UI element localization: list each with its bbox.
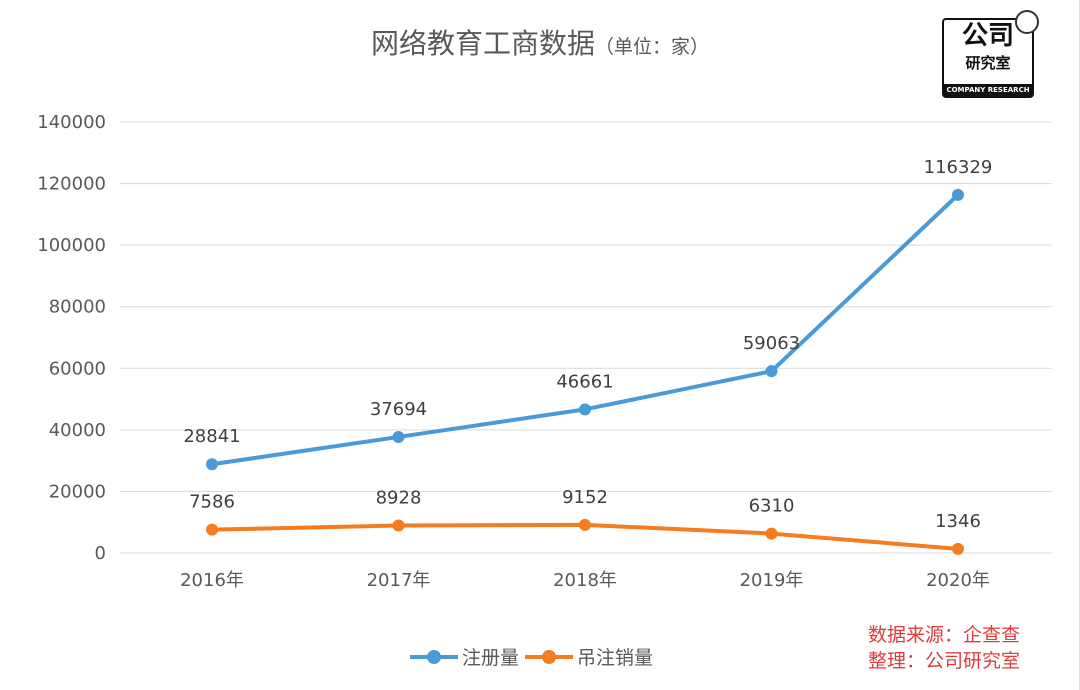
y-tick-label: 20000	[49, 481, 106, 502]
chart-title: 网络教育工商数据（单位：家）	[370, 27, 710, 60]
data-label: 1346	[935, 511, 981, 532]
data-point	[579, 403, 591, 416]
data-label: 46661	[556, 371, 613, 392]
data-label: 116329	[924, 157, 993, 178]
x-tick-label: 2020年	[926, 570, 990, 591]
data-point	[206, 523, 218, 536]
data-label: 28841	[183, 426, 240, 447]
y-tick-label: 40000	[49, 420, 106, 441]
data-point	[206, 458, 218, 471]
y-tick-label: 80000	[49, 297, 106, 318]
data-label: 59063	[743, 333, 800, 354]
data-point	[392, 519, 405, 532]
y-tick-label: 140000	[37, 112, 106, 133]
data-point	[579, 518, 591, 531]
data-point	[765, 527, 778, 540]
y-tick-label: 120000	[37, 174, 106, 195]
data-label: 7586	[189, 492, 235, 513]
legend-label-registrations: 注册量	[462, 647, 520, 669]
x-tick-label: 2018年	[553, 570, 617, 591]
data-label: 8928	[376, 488, 422, 509]
data-label: 9152	[562, 487, 608, 508]
source-line: 数据来源：企查查	[868, 624, 1021, 646]
legend-swatch-cancellations	[525, 649, 574, 664]
y-tick-label: 60000	[49, 358, 106, 379]
data-label: 37694	[370, 399, 427, 420]
legend: 注册量 吊注销量	[410, 643, 653, 670]
source-note: 数据来源：企查查 整理：公司研究室	[868, 622, 1020, 674]
y-tick-label: 0	[95, 543, 106, 564]
logo-english: COMPANY RESEARCH	[944, 84, 1032, 96]
series-line	[211, 193, 960, 467]
magnifier-icon	[1015, 10, 1039, 34]
data-point	[952, 542, 964, 555]
legend-swatch-registrations	[410, 649, 458, 664]
data-point	[392, 430, 405, 443]
x-tick-label: 2017年	[367, 570, 431, 591]
legend-label-cancellations: 吊注销量	[577, 647, 654, 669]
x-tick-label: 2016年	[180, 570, 244, 591]
y-tick-label: 100000	[37, 235, 106, 256]
x-tick-label: 2019年	[740, 570, 804, 591]
data-point	[765, 365, 778, 378]
compiler-line: 整理：公司研究室	[868, 650, 1021, 672]
data-point	[952, 188, 964, 201]
logo-middle: 研究室	[965, 54, 1011, 72]
data-label: 6310	[749, 496, 795, 517]
logo-top: 公司	[961, 21, 1014, 51]
